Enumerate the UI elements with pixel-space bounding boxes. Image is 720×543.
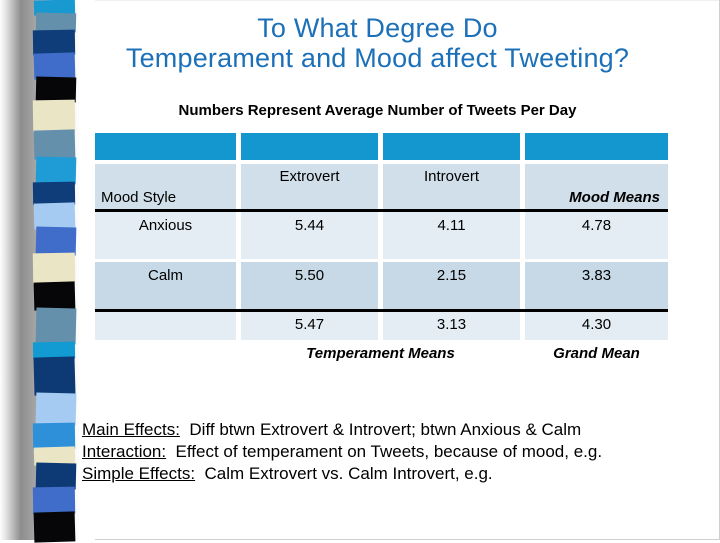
strip-segment [35,226,77,256]
value-calm-mood-mean: 3.83 [525,262,668,309]
slide-title-line2: Temperament and Mood affect Tweeting? [125,43,630,73]
grand-mean-label: Grand Mean [553,345,640,362]
table-footer-labels: Temperament Means Grand Mean [95,345,668,365]
strip-segment [32,252,76,285]
slide-title: To What Degree Do Temperament and Mood a… [85,13,670,73]
strip-segment [33,281,76,311]
value-extrovert-mean: 5.47 [241,312,378,340]
value-calm-extrovert: 5.50 [241,262,378,309]
note-interaction: Interaction: Effect of temperament on Tw… [82,441,700,463]
introvert-column-header: Introvert [383,164,520,209]
strip-segment [33,129,76,160]
note-simple-effects-text: Calm Extrovert vs. Calm Introvert, e.g. [195,464,493,483]
slide-title-line1: To What Degree Do [257,13,498,43]
note-interaction-text: Effect of temperament on Tweets, because… [166,442,603,461]
header-band-cell [95,133,236,160]
footer-empty-cell [95,345,236,365]
table-rule-top [95,209,668,212]
effects-notes: Main Effects: Diff btwn Extrovert & Intr… [82,419,700,485]
tweets-table: Mood Style Extrovert Introvert Mood Mean… [95,133,668,365]
note-interaction-lead: Interaction: [82,442,167,461]
header-band-cell [241,133,378,160]
strip-segment [35,392,77,426]
table-row-means: 5.47 3.13 4.30 [95,312,668,340]
value-anxious-introvert: 4.11 [383,212,520,259]
strip-segment [32,29,76,56]
value-anxious-extrovert: 5.44 [241,212,378,259]
table-column-labels-row: Mood Style Extrovert Introvert Mood Mean… [95,164,668,209]
strip-segment [33,202,76,230]
extrovert-column-header: Extrovert [241,164,378,209]
strip-segment [33,356,76,396]
row-label-calm: Calm [95,262,236,309]
strip-segment [33,52,76,80]
mood-style-header: Mood Style [95,164,236,209]
strip-segment [32,422,76,450]
value-anxious-mood-mean: 4.78 [525,212,668,259]
value-calm-introvert: 2.15 [383,262,520,309]
strip-segment [35,156,77,185]
left-decorative-strip [32,0,77,543]
header-band-cell [525,133,668,160]
table-row-anxious: Anxious 5.44 4.11 4.78 [95,212,668,259]
strip-segment [35,307,77,345]
slide-content: To What Degree Do Temperament and Mood a… [85,0,670,119]
note-main-effects-text: Diff btwn Extrovert & Introvert; btwn An… [179,420,582,439]
means-row-empty-cell [95,312,236,340]
temperament-means-label: Temperament Means [306,345,455,362]
table-rule-bottom [95,309,668,312]
value-grand-mean: 4.30 [525,312,668,340]
note-main-effects-lead: Main Effects: [82,420,180,439]
header-band-cell [383,133,520,160]
strip-segment [32,99,76,133]
strip-segment [33,511,76,543]
strip-segment [35,462,77,490]
slide-subtitle: Numbers Represent Average Number of Twee… [178,102,577,119]
row-label-anxious: Anxious [95,212,236,259]
table-header-band [95,133,668,160]
note-simple-effects: Simple Effects: Calm Extrovert vs. Calm … [82,463,700,485]
note-main-effects: Main Effects: Diff btwn Extrovert & Intr… [82,419,700,441]
mood-means-header: Mood Means [525,164,668,209]
value-introvert-mean: 3.13 [383,312,520,340]
table-row-calm: Calm 5.50 2.15 3.83 [95,262,668,309]
strip-segment [35,76,77,103]
note-simple-effects-lead: Simple Effects: [82,464,196,483]
strip-segment [32,486,76,515]
